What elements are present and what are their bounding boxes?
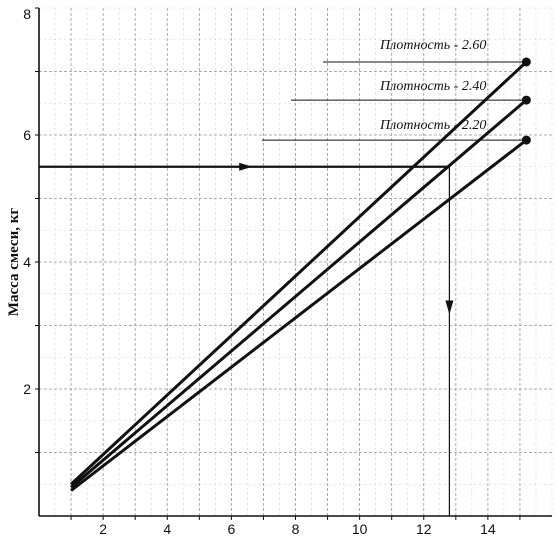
series-line — [70, 98, 528, 489]
series-lines — [70, 57, 531, 492]
major-grid — [39, 8, 552, 516]
reading-arrow-right — [239, 162, 253, 171]
y-tick-labels: 2 4 6 8 — [23, 6, 31, 397]
reading-arrow-down — [445, 300, 454, 315]
y-tick-label: 2 — [23, 381, 31, 397]
y-tick-label: 6 — [23, 127, 31, 143]
x-tick-label: 12 — [416, 521, 432, 537]
x-tick-label: 2 — [99, 521, 107, 537]
series-line — [70, 60, 528, 486]
x-tick-label: 14 — [480, 521, 496, 537]
series-label: Плотность - 2.40 — [379, 79, 486, 94]
y-tick-label: 8 — [23, 6, 31, 22]
y-axis-label: Масса смеси, кг — [6, 208, 22, 317]
axes — [35, 7, 552, 520]
series-label: Плотность - 2.60 — [379, 38, 486, 53]
reading-annotation — [39, 162, 454, 516]
x-tick-label: 8 — [292, 521, 300, 537]
x-tick-labels: 2 4 6 8 10 12 14 — [99, 521, 496, 537]
series-label: Плотность - 2.20 — [379, 118, 486, 133]
series-line — [70, 138, 528, 492]
x-tick-label: 10 — [352, 521, 368, 537]
y-tick-label: 4 — [23, 254, 31, 270]
x-tick-label: 4 — [163, 521, 171, 537]
series-labels: Плотность - 2.60 Плотность - 2.40 Плотност… — [262, 38, 527, 141]
x-tick-label: 6 — [227, 521, 235, 537]
